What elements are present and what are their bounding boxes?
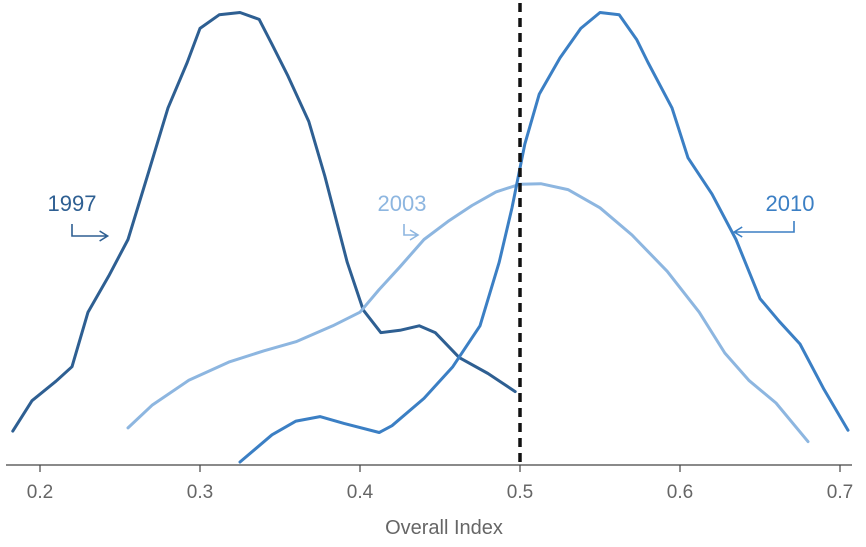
series-line-1997 [13,13,515,432]
annotation-label-1997: 1997 [48,191,97,216]
series-line-2010 [240,13,848,463]
series-lines [13,13,848,463]
annotation-label-2010: 2010 [766,191,815,216]
annotation-arrow-2010 [734,221,794,237]
x-tick-label: 0.3 [187,482,213,503]
x-tick-label: 0.4 [347,482,374,503]
series-line-2003 [128,184,808,442]
x-tick-label: 0.5 [507,482,533,503]
annotation-arrow-2003 [404,224,418,240]
x-axis: 0.2 0.3 0.4 0.5 0.6 0.7 [6,465,853,503]
x-tick-label: 0.2 [27,482,53,503]
x-axis-label: Overall Index [385,517,503,539]
annotation-label-2003: 2003 [378,191,427,216]
annotation-arrow-1997 [72,224,108,241]
x-tick-label: 0.7 [827,482,853,503]
x-tick-label: 0.6 [667,482,693,503]
